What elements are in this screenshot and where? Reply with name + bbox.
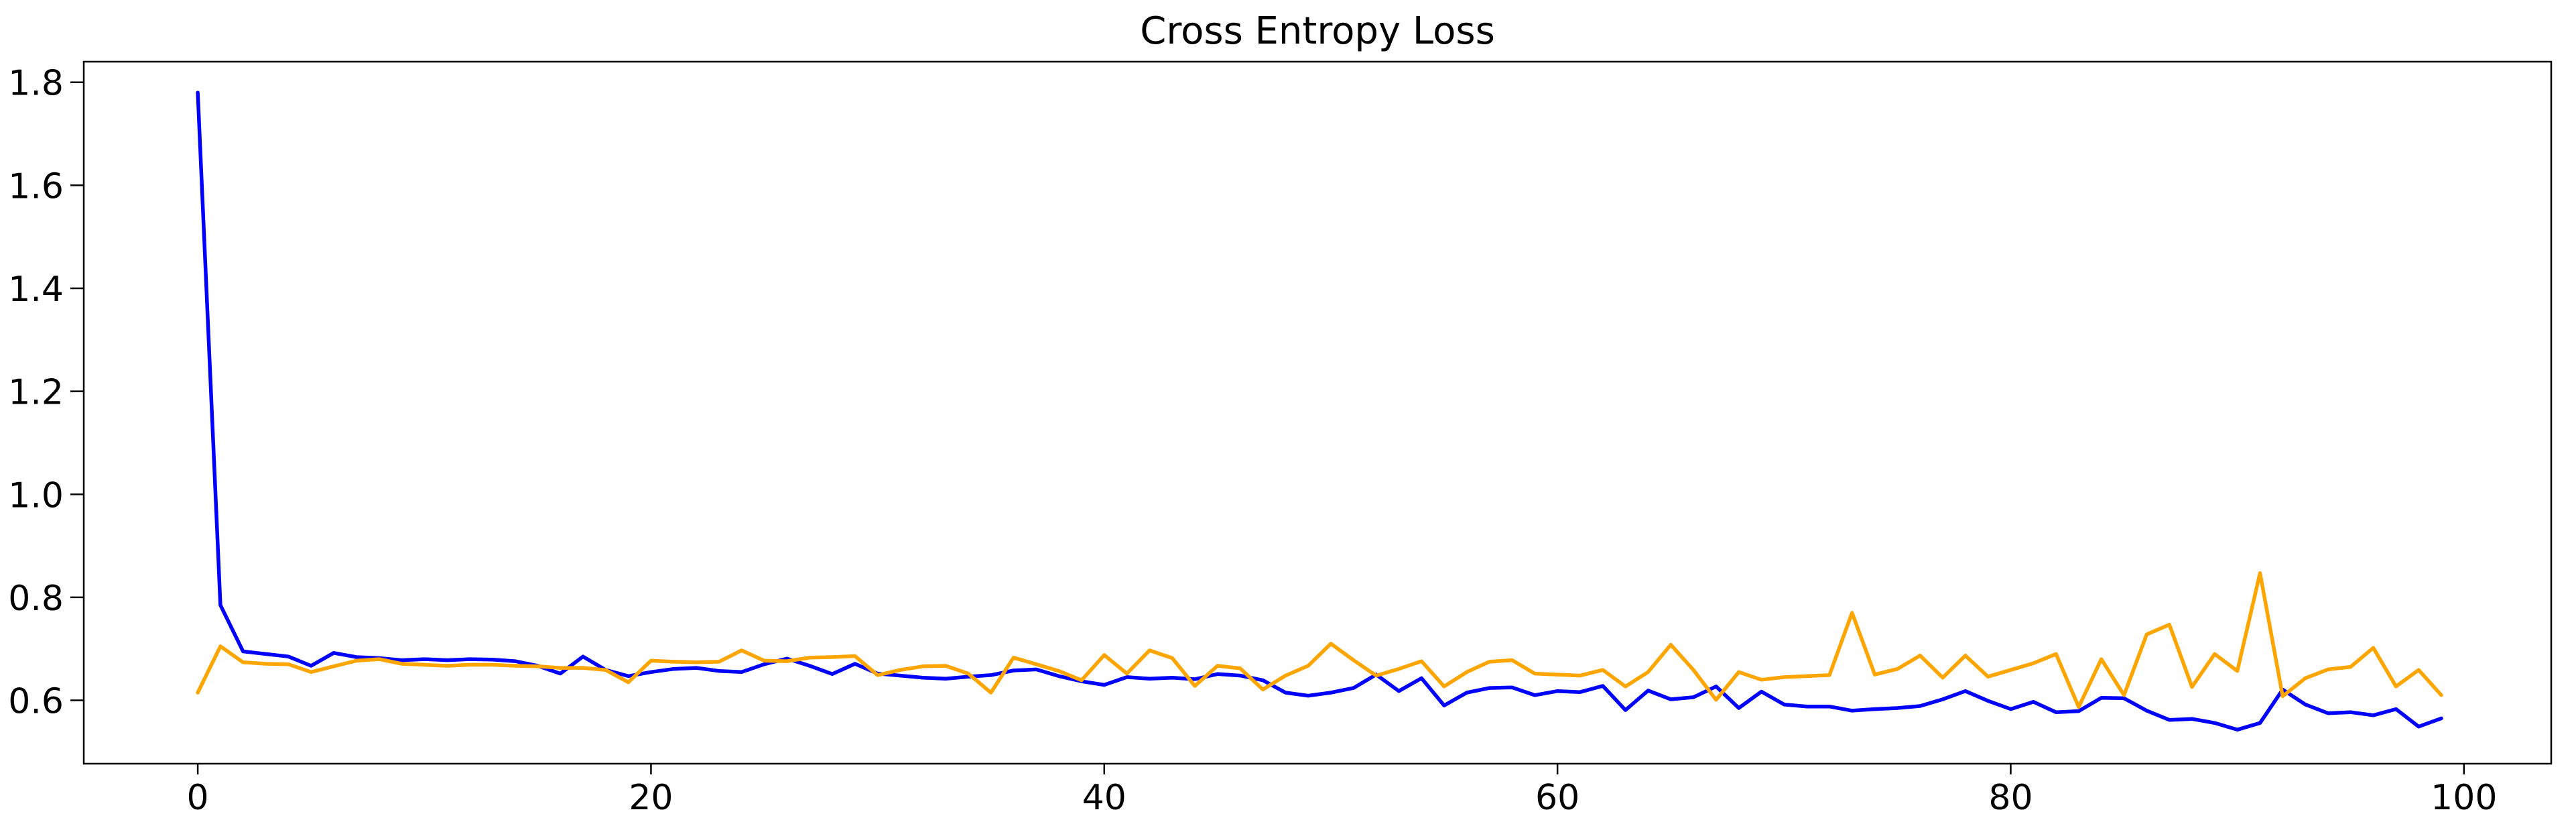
x-tick-label: 0 <box>187 778 209 818</box>
y-tick-label: 0.6 <box>8 682 64 722</box>
x-tick-label: 100 <box>2431 778 2497 818</box>
axes: 0 20 40 60 80 100 0.6 0.8 1.0 1.2 1.4 1.6 1.8 <box>8 64 2497 818</box>
series-orange-line <box>196 571 2443 709</box>
y-tick-label: 1.8 <box>8 64 64 104</box>
x-tick-label: 40 <box>1082 778 1126 818</box>
x-tick-label: 20 <box>629 778 673 818</box>
plot-border <box>82 60 2553 765</box>
y-tick-label: 1.6 <box>8 166 64 207</box>
series-lines <box>196 91 2443 732</box>
x-tick-label: 80 <box>1988 778 2033 818</box>
y-tick-label: 0.8 <box>8 579 64 619</box>
y-tick-label: 1.2 <box>8 373 64 413</box>
series-blue-line <box>196 91 2443 732</box>
y-tick-label: 1.4 <box>8 270 64 310</box>
x-tick-label: 60 <box>1535 778 1580 818</box>
chart-title: Cross Entropy Loss <box>1140 9 1495 53</box>
y-tick-label: 1.0 <box>8 475 64 516</box>
